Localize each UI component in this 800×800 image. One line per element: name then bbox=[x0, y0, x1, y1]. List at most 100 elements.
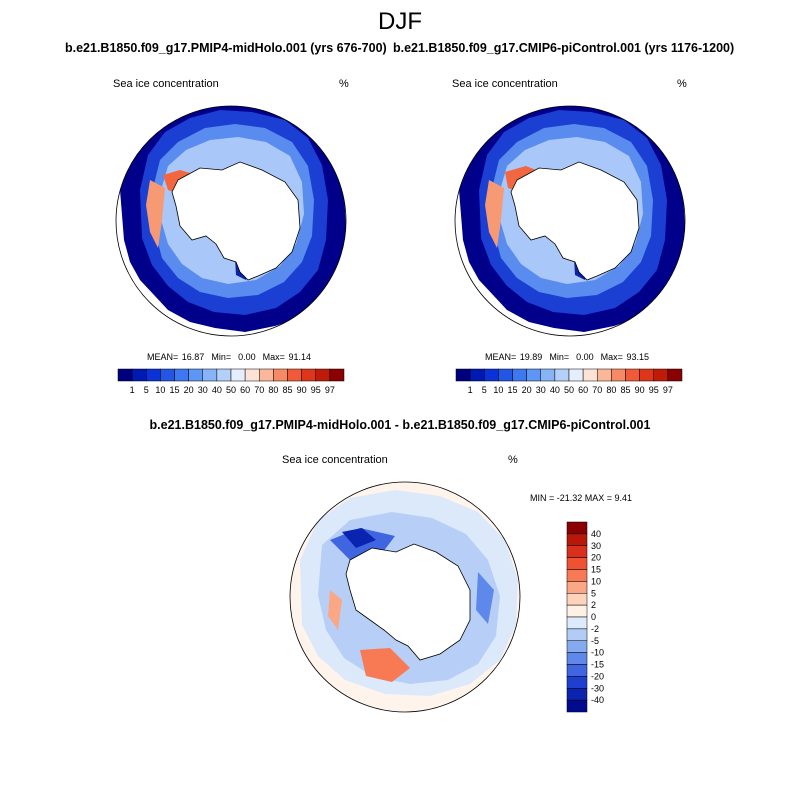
colorbar-2-swatch bbox=[540, 368, 556, 382]
colorbar-1-swatch bbox=[216, 368, 232, 382]
colorbar-2-swatch bbox=[469, 368, 485, 382]
panel-2-sea-ice bbox=[454, 105, 686, 337]
panel-2-units: % bbox=[677, 78, 687, 90]
colorbar-1-swatch bbox=[315, 368, 331, 382]
colorbar-1-label: 5 bbox=[144, 385, 149, 395]
panel-2-title: b.e21.B1850.f09_g17.CMIP6-piControl.001 … bbox=[393, 41, 735, 55]
colorbar-2-swatch bbox=[512, 368, 527, 382]
colorbar-1-label: 50 bbox=[226, 385, 236, 395]
colorbar-1-label: 70 bbox=[254, 385, 264, 395]
colorbar-3-label: 15 bbox=[591, 565, 601, 575]
colorbar-1-label: 95 bbox=[311, 385, 321, 395]
colorbar-3-swatch bbox=[566, 616, 588, 630]
colorbar-2-label: 5 bbox=[482, 385, 487, 395]
figure-title: DJF bbox=[378, 8, 422, 35]
colorbar-1-label: 30 bbox=[198, 385, 208, 395]
colorbar-3-swatch bbox=[566, 581, 588, 594]
colorbar-3-swatch bbox=[566, 593, 588, 606]
colorbar-3-label: -15 bbox=[591, 660, 604, 670]
colorbar-1-label: 1 bbox=[130, 385, 135, 395]
colorbar-panel-2: 1 5 10 15 20 30 40 50 60 70 80 85 90 95 97 bbox=[455, 368, 683, 395]
colorbar-3-swatch bbox=[566, 664, 588, 677]
colorbar-2-swatch bbox=[582, 368, 598, 382]
colorbar-3-swatch bbox=[566, 676, 588, 689]
colorbar-3-label: -2 bbox=[591, 624, 599, 634]
colorbar-1-label: 60 bbox=[240, 385, 250, 395]
colorbar-1-swatch bbox=[287, 368, 302, 382]
colorbar-1-swatch bbox=[117, 368, 133, 382]
colorbar-1-swatch bbox=[188, 368, 203, 382]
panel-1-stats: MEAN= 16.87 Min= 0.00 Max= 91.14 bbox=[147, 352, 311, 362]
colorbar-3-label: 5 bbox=[591, 588, 596, 598]
colorbar-3-swatch bbox=[566, 569, 588, 582]
colorbar-3-swatch bbox=[566, 545, 588, 558]
colorbar-2-label: 20 bbox=[522, 385, 532, 395]
colorbar-panel-1: 1 5 10 15 20 30 40 50 60 70 80 85 90 95 97 bbox=[117, 368, 345, 395]
colorbar-1-swatch bbox=[259, 368, 274, 382]
colorbar-3-label: 40 bbox=[591, 529, 601, 539]
colorbar-1-swatch bbox=[202, 368, 218, 382]
colorbar-2-label: 85 bbox=[620, 385, 630, 395]
colorbar-1-swatch bbox=[244, 368, 260, 382]
panel-3-difference-map bbox=[289, 481, 521, 713]
colorbar-2-label: 1 bbox=[468, 385, 473, 395]
colorbar-2-swatch bbox=[526, 368, 541, 382]
panel-3-left-label: Sea ice concentration bbox=[282, 454, 388, 466]
panel-1-left-label: Sea ice concentration bbox=[113, 78, 219, 90]
colorbar-3-label: 20 bbox=[591, 553, 601, 563]
colorbar-3-swatch bbox=[566, 688, 588, 701]
panel-1-sea-ice bbox=[115, 105, 347, 337]
colorbar-1-label: 20 bbox=[184, 385, 194, 395]
colorbar-3-swatch bbox=[566, 557, 588, 570]
colorbar-2-label: 50 bbox=[564, 385, 574, 395]
colorbar-2-label: 40 bbox=[550, 385, 560, 395]
colorbar-2-label: 97 bbox=[663, 385, 673, 395]
colorbar-1-label: 10 bbox=[155, 385, 165, 395]
colorbar-3-label: 0 bbox=[591, 612, 596, 622]
colorbar-2-swatch bbox=[639, 368, 654, 382]
colorbar-1-label: 85 bbox=[282, 385, 292, 395]
panel-3-title: b.e21.B1850.f09_g17.PMIP4-midHolo.001 - … bbox=[149, 418, 651, 432]
colorbar-1-swatch bbox=[230, 368, 246, 382]
panel-2-left-label: Sea ice concentration bbox=[452, 78, 558, 90]
colorbar-2-label: 90 bbox=[635, 385, 645, 395]
colorbar-2-label: 15 bbox=[507, 385, 517, 395]
panel-1-title: b.e21.B1850.f09_g17.PMIP4-midHolo.001 (y… bbox=[65, 41, 387, 55]
colorbar-1-label: 15 bbox=[169, 385, 179, 395]
colorbar-3-label: 10 bbox=[591, 576, 601, 586]
colorbar-1-label: 97 bbox=[325, 385, 335, 395]
colorbar-2-swatch bbox=[554, 368, 570, 382]
colorbar-1-swatch bbox=[273, 368, 288, 382]
colorbar-3-swatch bbox=[566, 604, 588, 618]
colorbar-1-label: 80 bbox=[268, 385, 278, 395]
colorbar-2-label: 70 bbox=[592, 385, 602, 395]
panel-1-units: % bbox=[339, 78, 349, 90]
colorbar-2-swatch bbox=[498, 368, 513, 382]
colorbar-3-swatch bbox=[566, 521, 588, 535]
panel-3-minmax: MIN = -21.32 MAX = 9.41 bbox=[530, 493, 633, 503]
panel-3-units: % bbox=[508, 454, 518, 466]
colorbar-2-swatch bbox=[625, 368, 640, 382]
colorbar-3-label: -40 bbox=[591, 695, 604, 705]
colorbar-2-swatch bbox=[597, 368, 612, 382]
colorbar-1-swatch bbox=[329, 368, 345, 382]
colorbar-2-label: 95 bbox=[649, 385, 659, 395]
colorbar-2-label: 10 bbox=[493, 385, 503, 395]
colorbar-2-label: 60 bbox=[578, 385, 588, 395]
colorbar-3-swatch bbox=[566, 640, 588, 653]
colorbar-2-swatch bbox=[484, 368, 499, 382]
colorbar-2-label: 80 bbox=[606, 385, 616, 395]
colorbar-3-swatch bbox=[566, 699, 588, 713]
colorbar-1-swatch bbox=[174, 368, 189, 382]
colorbar-3-label: 30 bbox=[591, 541, 601, 551]
panel-2-stats: MEAN= 19.89 Min= 0.00 Max= 93.15 bbox=[485, 352, 649, 362]
colorbar-2-swatch bbox=[667, 368, 683, 382]
colorbar-1-swatch bbox=[160, 368, 175, 382]
colorbar-3-label: -30 bbox=[591, 683, 604, 693]
colorbar-3-swatch bbox=[566, 628, 588, 641]
colorbar-2-swatch bbox=[611, 368, 626, 382]
colorbar-3-label: -5 bbox=[591, 636, 599, 646]
colorbar-2-swatch bbox=[568, 368, 584, 382]
